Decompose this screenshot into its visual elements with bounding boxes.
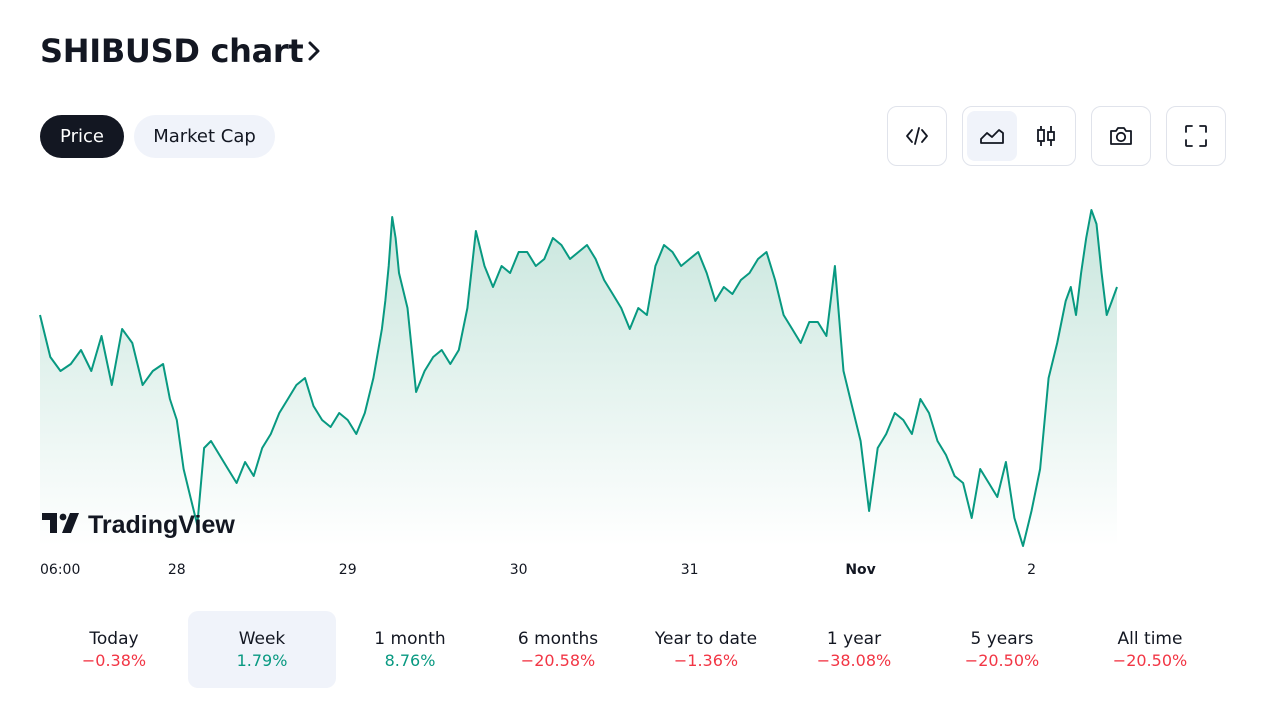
period-label: Today: [89, 629, 139, 649]
page-title[interactable]: SHIBUSD chart: [40, 32, 321, 70]
page-title-text: SHIBUSD chart: [40, 32, 304, 70]
area-style-button[interactable]: [967, 111, 1017, 161]
period-5-years[interactable]: 5 years −20.50%: [928, 611, 1076, 688]
period-change: −20.50%: [964, 651, 1040, 670]
x-tick-label: 30: [510, 562, 528, 578]
snapshot-button[interactable]: [1091, 106, 1151, 166]
x-tick-label: 06:00: [40, 562, 80, 578]
period-label: Week: [238, 629, 286, 649]
period-all-time[interactable]: All time −20.50%: [1076, 611, 1224, 688]
fullscreen-button[interactable]: [1166, 106, 1226, 166]
period-label: 1 month: [374, 629, 446, 649]
x-tick-label: 2: [1027, 562, 1036, 578]
price-line: [39, 209, 1118, 547]
fullscreen-icon: [1185, 125, 1207, 147]
period-label: All time: [1117, 629, 1183, 649]
period-today[interactable]: Today −0.38%: [40, 611, 188, 688]
period-6-months[interactable]: 6 months −20.58%: [484, 611, 632, 688]
period-label: 5 years: [970, 629, 1034, 649]
candles-style-button[interactable]: [1021, 111, 1071, 161]
period-change: 8.76%: [384, 651, 436, 670]
embed-button[interactable]: [887, 106, 947, 166]
period-1-month[interactable]: 1 month 8.76%: [336, 611, 484, 688]
tab-market-cap[interactable]: Market Cap: [134, 115, 275, 158]
period-label: Year to date: [654, 629, 758, 649]
x-tick-label: 29: [339, 562, 357, 578]
price-area-fill: [40, 210, 1117, 546]
period-label: 1 year: [826, 629, 882, 649]
period-week[interactable]: Week 1.79%: [188, 611, 336, 688]
tradingview-logo: TradingView: [42, 511, 235, 539]
tradingview-watermark: TradingView: [88, 511, 235, 539]
period-change: −20.58%: [520, 651, 596, 670]
embed-code-icon: [906, 127, 928, 145]
period-change: 1.79%: [236, 651, 288, 670]
camera-icon: [1110, 127, 1132, 145]
period-change: −38.08%: [816, 651, 892, 670]
period-change: −0.38%: [81, 651, 147, 670]
tab-price[interactable]: Price: [40, 115, 124, 158]
candlestick-chart-icon: [1037, 126, 1055, 146]
period-change: −20.50%: [1112, 651, 1188, 670]
price-chart[interactable]: 0.000008000.000007900.000007800.00000770…: [0, 180, 1280, 590]
period-year-to-date[interactable]: Year to date −1.36%: [632, 611, 780, 688]
period-1-year[interactable]: 1 year −38.08%: [780, 611, 928, 688]
x-tick-label: Nov: [845, 562, 875, 578]
chart-style-group: [962, 106, 1076, 166]
period-selector: Today −0.38% Week 1.79% 1 month 8.76% 6 months…: [40, 611, 1224, 688]
tradingview-logo-icon: [42, 513, 79, 533]
area-chart-icon: [980, 129, 1004, 144]
period-change: −1.36%: [673, 651, 739, 670]
x-tick-label: 31: [681, 562, 699, 578]
chevron-right-icon: [308, 41, 320, 61]
period-label: 6 months: [517, 629, 599, 649]
x-tick-label: 28: [168, 562, 186, 578]
